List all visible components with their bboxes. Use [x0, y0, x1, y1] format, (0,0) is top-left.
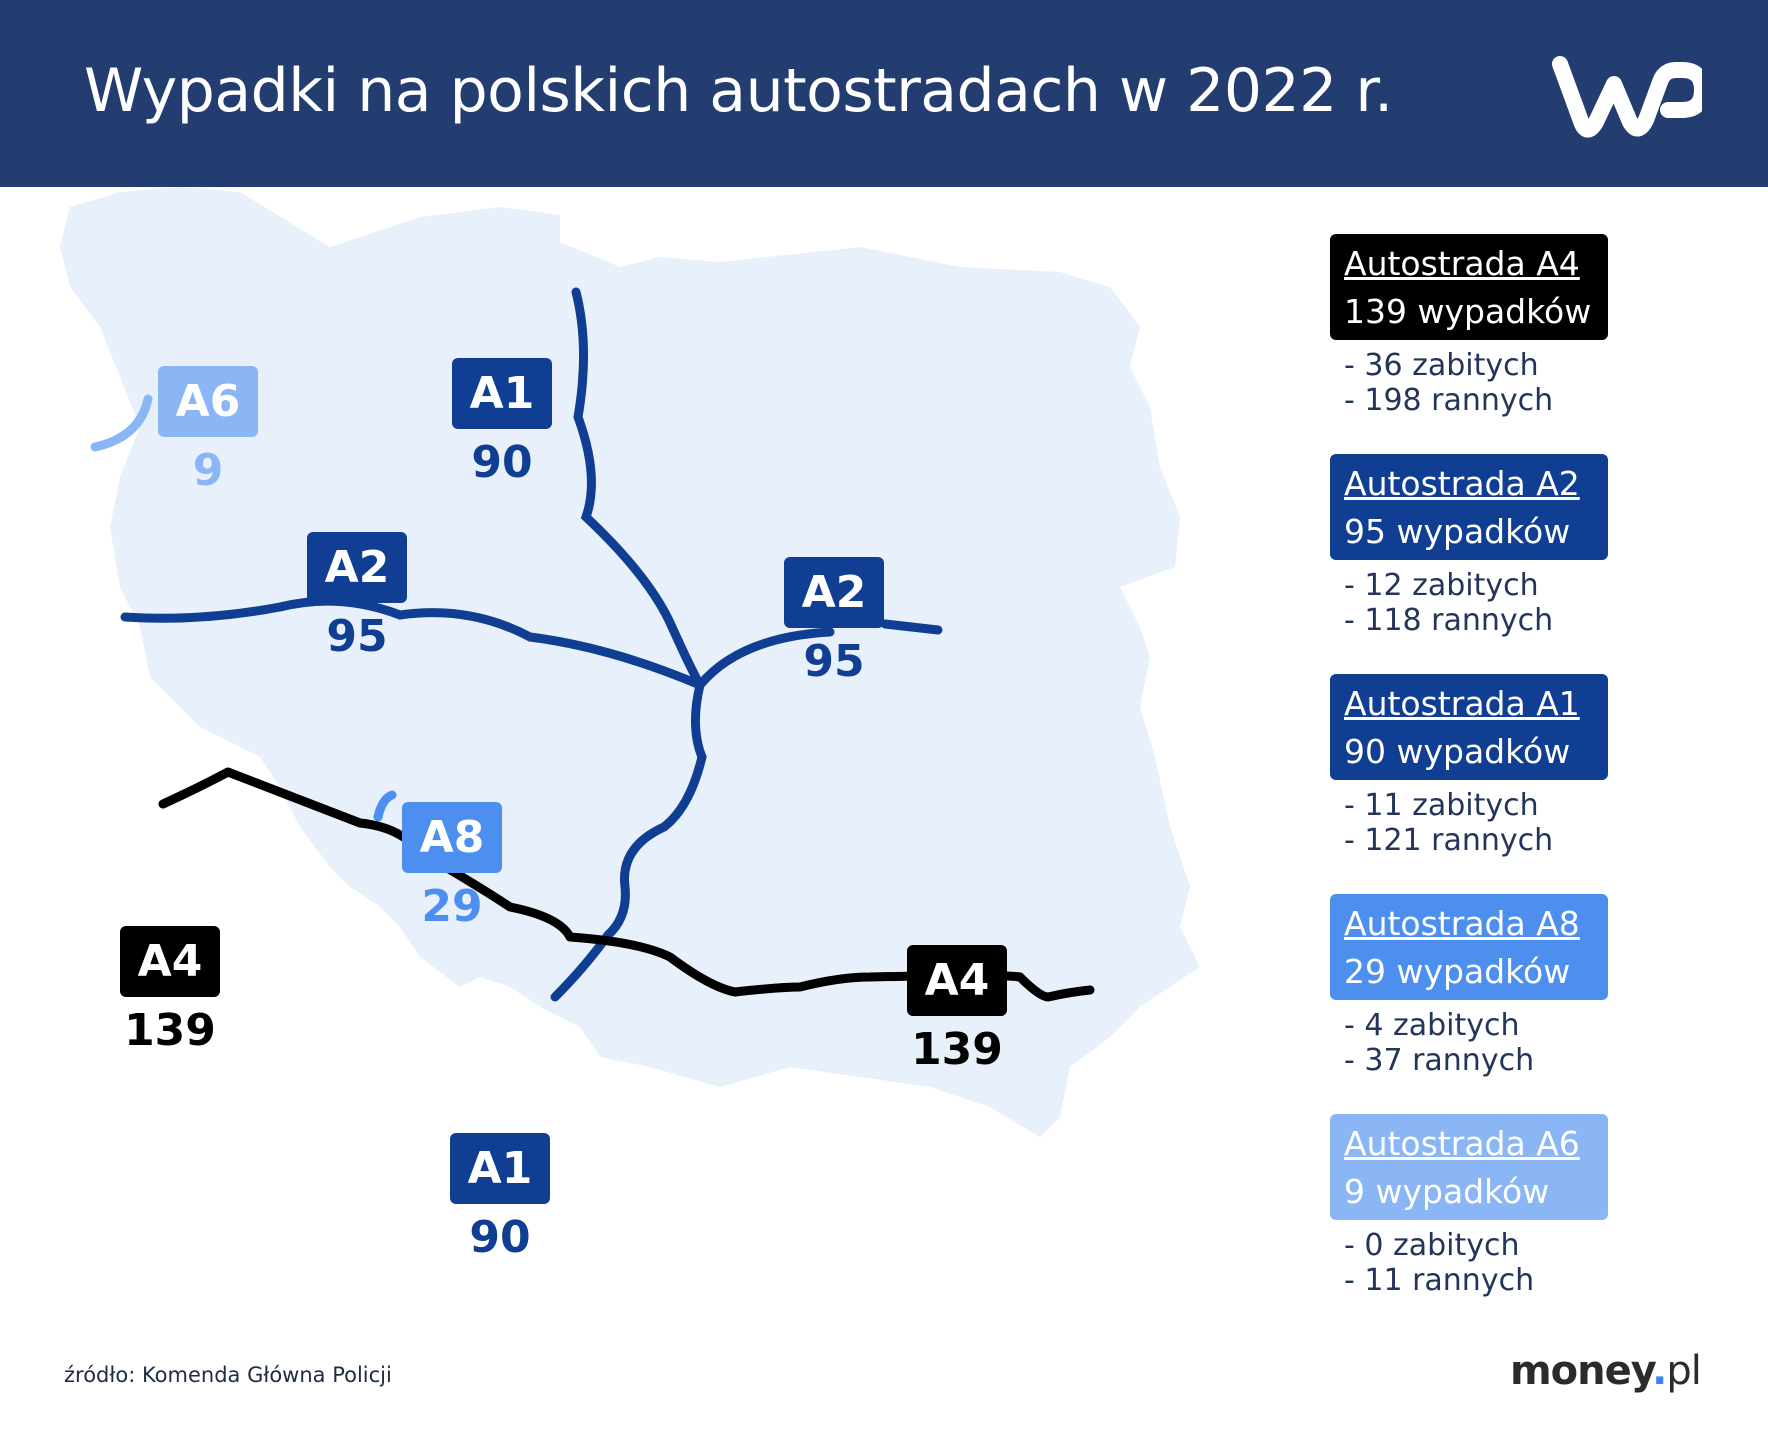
- legend-box-a6: Autostrada A6 9 wypadków: [1330, 1114, 1608, 1220]
- legend-item-a4: Autostrada A4 139 wypadków - 36 zabitych…: [1330, 234, 1610, 454]
- road-a2-east: [880, 619, 943, 635]
- legend-killed: - 11 zabitych: [1344, 788, 1539, 823]
- marker-a1-north-count: 90: [471, 437, 533, 488]
- legend-stats: - 11 zabitych - 121 rannych: [1330, 788, 1610, 858]
- legend-stats: - 4 zabitych - 37 rannych: [1330, 1008, 1610, 1078]
- road-a6: [90, 394, 153, 452]
- marker-a1-south-count: 90: [469, 1212, 531, 1263]
- legend-injured: - 37 rannych: [1344, 1043, 1535, 1078]
- legend-injured: - 121 rannych: [1344, 823, 1554, 858]
- road-a2: [120, 596, 835, 691]
- legend-killed: - 36 zabitych: [1344, 348, 1539, 383]
- marker-a4-west-label: A4: [120, 926, 220, 997]
- legend-stats: - 0 zabitych - 11 rannych: [1330, 1228, 1610, 1298]
- marker-a2-west-label: A2: [307, 532, 407, 603]
- wp-logo: [1552, 56, 1702, 138]
- legend-item-a1: Autostrada A1 90 wypadków - 11 zabitych …: [1330, 674, 1610, 894]
- legend-name: Autostrada A4: [1344, 244, 1580, 283]
- legend-stats: - 12 zabitych - 118 rannych: [1330, 568, 1610, 638]
- legend-box-a8: Autostrada A8 29 wypadków: [1330, 894, 1608, 1000]
- legend-box-a2: Autostrada A2 95 wypadków: [1330, 454, 1608, 560]
- marker-a6-label: A6: [158, 366, 258, 437]
- legend-killed: - 12 zabitych: [1344, 568, 1539, 603]
- road-a8: [373, 790, 397, 822]
- poland-map: [60, 187, 1200, 1137]
- legend-item-a8: Autostrada A8 29 wypadków - 4 zabitych -…: [1330, 894, 1610, 1114]
- legend-injured: - 11 rannych: [1344, 1263, 1535, 1298]
- marker-a6-count: 9: [192, 445, 224, 496]
- marker-a2-west-count: 95: [326, 611, 388, 662]
- marker-a4-west-count: 139: [124, 1005, 216, 1056]
- legend-name: Autostrada A1: [1344, 684, 1580, 723]
- marker-a4-east-count: 139: [911, 1024, 1003, 1075]
- header-bar: Wypadki na polskich autostradach w 2022 …: [0, 0, 1768, 187]
- marker-a2-east-label: A2: [784, 557, 884, 628]
- brand-dot: .: [1652, 1348, 1667, 1394]
- source-note: źródło: Komenda Główna Policji: [64, 1363, 392, 1387]
- marker-a1-south-label: A1: [450, 1133, 550, 1204]
- brand-main: money: [1510, 1348, 1653, 1394]
- legend-name: Autostrada A2: [1344, 464, 1580, 503]
- legend-injured: - 198 rannych: [1344, 383, 1554, 418]
- legend-accidents: 90 wypadków: [1344, 732, 1571, 771]
- marker-a8-label: A8: [402, 802, 502, 873]
- brand-tld: pl: [1666, 1348, 1702, 1394]
- marker-a8-count: 29: [421, 881, 483, 932]
- legend-accidents: 29 wypadków: [1344, 952, 1571, 991]
- page-title: Wypadki na polskich autostradach w 2022 …: [84, 56, 1393, 126]
- legend-accidents: 9 wypadków: [1344, 1172, 1550, 1211]
- legend-killed: - 4 zabitych: [1344, 1008, 1520, 1043]
- legend-accidents: 139 wypadków: [1344, 292, 1592, 331]
- legend-box-a1: Autostrada A1 90 wypadków: [1330, 674, 1608, 780]
- money-pl-logo: money.pl: [1510, 1348, 1702, 1394]
- legend-stats: - 36 zabitych - 198 rannych: [1330, 348, 1610, 418]
- legend-accidents: 95 wypadków: [1344, 512, 1571, 551]
- marker-a4-east-label: A4: [907, 945, 1007, 1016]
- legend-box-a4: Autostrada A4 139 wypadków: [1330, 234, 1608, 340]
- legend-killed: - 0 zabitych: [1344, 1228, 1520, 1263]
- legend-item-a6: Autostrada A6 9 wypadków - 0 zabitych - …: [1330, 1114, 1610, 1334]
- marker-a2-east-count: 95: [803, 636, 865, 687]
- legend-injured: - 118 rannych: [1344, 603, 1554, 638]
- legend-name: Autostrada A6: [1344, 1124, 1580, 1163]
- legend-item-a2: Autostrada A2 95 wypadków - 12 zabitych …: [1330, 454, 1610, 674]
- legend-name: Autostrada A8: [1344, 904, 1580, 943]
- road-a1: [550, 287, 707, 1002]
- legend: Autostrada A4 139 wypadków - 36 zabitych…: [1330, 234, 1610, 1334]
- marker-a1-north-label: A1: [452, 358, 552, 429]
